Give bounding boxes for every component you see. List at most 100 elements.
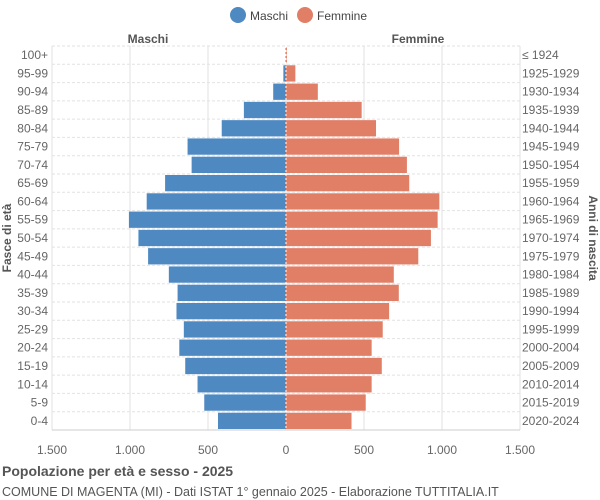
bar-maschi — [183, 321, 286, 338]
bar-femmine — [286, 156, 407, 173]
age-group-label: 45-49 — [17, 249, 48, 263]
bar-maschi — [197, 376, 286, 393]
birth-year-label: 2010-2014 — [522, 377, 580, 391]
birth-year-label: 1955-1959 — [522, 176, 580, 190]
bar-maschi — [191, 156, 286, 173]
bar-maschi — [185, 357, 286, 375]
x-tick-label: 1.500 — [505, 443, 535, 457]
age-group-label: 95-99 — [17, 66, 48, 80]
x-tick-label: 0 — [283, 443, 290, 457]
bar-maschi — [148, 248, 286, 265]
x-tick-label: 1.000 — [427, 443, 457, 457]
chart-subtitle: COMUNE DI MAGENTA (MI) - Dati ISTAT 1° g… — [2, 485, 499, 499]
bar-femmine — [286, 248, 419, 265]
bar-femmine — [286, 101, 362, 119]
side-label-maschi: Maschi — [128, 32, 169, 46]
birth-year-label: 1930-1934 — [522, 85, 580, 99]
birth-year-label: 1990-1994 — [522, 304, 580, 318]
bar-femmine — [286, 339, 372, 356]
age-group-label: 70-74 — [17, 158, 48, 172]
bar-femmine — [286, 120, 377, 137]
bar-femmine — [286, 65, 296, 82]
birth-year-label: 1965-1969 — [522, 213, 580, 227]
chart-title: Popolazione per età e sesso - 2025 — [2, 463, 234, 479]
birth-year-label: 1950-1954 — [522, 158, 580, 172]
birth-year-label: 1925-1929 — [522, 66, 580, 80]
bar-maschi — [138, 229, 286, 247]
bar-maschi — [283, 65, 286, 82]
bar-maschi — [221, 120, 286, 137]
birth-year-label: 1985-1989 — [522, 286, 580, 300]
birth-year-label: 2015-2019 — [522, 396, 580, 410]
bar-maschi — [179, 339, 286, 356]
legend-marker-maschi — [230, 7, 246, 23]
age-group-label: 35-39 — [17, 286, 48, 300]
bar-femmine — [286, 266, 394, 283]
age-group-label: 0-4 — [31, 414, 49, 428]
age-group-label: 15-19 — [17, 359, 48, 373]
bar-femmine — [286, 321, 383, 338]
x-tick-label: 1.500 — [37, 443, 67, 457]
legend-label-maschi: Maschi — [250, 9, 288, 23]
bar-femmine — [286, 193, 440, 210]
age-group-label: 100+ — [21, 48, 48, 62]
age-group-label: 20-24 — [17, 341, 48, 355]
age-group-label: 80-84 — [17, 121, 48, 135]
age-group-label: 10-14 — [17, 377, 48, 391]
bar-maschi — [128, 211, 286, 228]
birth-year-label: 2020-2024 — [522, 414, 580, 428]
bar-femmine — [286, 303, 390, 320]
age-group-label: 40-44 — [17, 268, 48, 282]
age-group-label: 30-34 — [17, 304, 48, 318]
bar-femmine — [286, 83, 318, 100]
bar-femmine — [286, 284, 399, 301]
bar-maschi — [187, 138, 286, 155]
birth-year-label: ≤ 1924 — [522, 48, 559, 62]
birth-year-label: 1970-1974 — [522, 231, 580, 245]
bar-maschi — [177, 284, 286, 301]
bar-femmine — [286, 229, 431, 247]
bar-maschi — [217, 412, 286, 429]
x-tick-label: 500 — [354, 443, 374, 457]
age-group-label: 90-94 — [17, 85, 48, 99]
legend-marker-femmine — [297, 7, 313, 23]
birth-year-label: 1945-1949 — [522, 140, 580, 154]
bar-femmine — [286, 357, 382, 375]
birth-year-label: 1935-1939 — [522, 103, 580, 117]
bar-maschi — [165, 175, 286, 192]
bar-maschi — [146, 193, 286, 210]
bar-femmine — [286, 138, 400, 155]
bar-femmine — [286, 412, 352, 429]
age-group-label: 85-89 — [17, 103, 48, 117]
birth-year-label: 1995-1999 — [522, 322, 580, 336]
bar-femmine — [286, 211, 438, 228]
age-group-label: 75-79 — [17, 140, 48, 154]
legend-label-femmine: Femmine — [317, 9, 367, 23]
birth-year-label: 1940-1944 — [522, 121, 580, 135]
birth-year-label: 1960-1964 — [522, 194, 580, 208]
bar-maschi — [176, 303, 286, 320]
bar-maschi — [243, 101, 286, 119]
birth-year-label: 2000-2004 — [522, 341, 580, 355]
age-group-label: 5-9 — [31, 396, 49, 410]
age-group-label: 60-64 — [17, 194, 48, 208]
birth-year-label: 1980-1984 — [522, 268, 580, 282]
bar-femmine — [286, 394, 366, 411]
x-tick-label: 500 — [198, 443, 218, 457]
y-axis-title-right: Anni di nascita — [586, 195, 600, 281]
age-group-label: 65-69 — [17, 176, 48, 190]
population-pyramid-chart: 1.500 1.000 500 0 500 1.000 1.500 100+ ≤ 1924 95-… — [0, 7, 600, 457]
age-group-label: 55-59 — [17, 213, 48, 227]
bar-femmine — [286, 175, 410, 192]
side-label-femmine: Femmine — [392, 32, 445, 46]
birth-year-label: 2005-2009 — [522, 359, 580, 373]
y-axis-title-left: Fasce di età — [0, 203, 14, 272]
bar-maschi — [273, 83, 286, 100]
bar-maschi — [168, 266, 286, 283]
x-tick-label: 1.000 — [115, 443, 145, 457]
age-group-label: 25-29 — [17, 322, 48, 336]
age-group-label: 50-54 — [17, 231, 48, 245]
bar-femmine — [286, 376, 372, 393]
birth-year-label: 1975-1979 — [522, 249, 580, 263]
